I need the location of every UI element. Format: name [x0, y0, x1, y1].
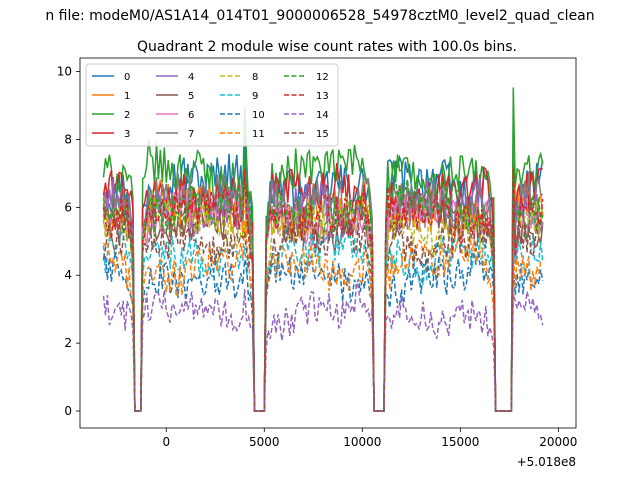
series-layer: [102, 87, 544, 412]
series-line-8: [102, 189, 544, 412]
plot-frame: [79, 57, 577, 429]
legend-label-0: 0: [124, 72, 130, 83]
legend-label-2: 2: [124, 110, 130, 121]
chart-title: Quadrant 2 module wise count rates with …: [137, 39, 517, 55]
legend-label-13: 13: [316, 91, 329, 102]
series-line-10: [102, 249, 544, 412]
y-tick-label: 0: [64, 404, 72, 418]
x-tick-label: 5000: [249, 435, 280, 449]
y-tick-label: 8: [64, 132, 72, 146]
legend-label-8: 8: [252, 72, 258, 83]
legend-label-3: 3: [124, 129, 130, 140]
series-line-15: [102, 197, 543, 412]
series-line-11: [102, 220, 543, 412]
x-tick-label: 10000: [343, 435, 381, 449]
x-tick-label: 15000: [441, 435, 479, 449]
legend-label-12: 12: [316, 72, 329, 83]
series-line-13: [102, 169, 544, 412]
legend-label-6: 6: [188, 110, 194, 121]
legend-label-1: 1: [124, 91, 130, 102]
y-tick-label: 10: [57, 65, 72, 79]
x-tick-label: 20000: [539, 435, 577, 449]
x-offset-label: +5.018e8: [517, 455, 576, 469]
x-axis: 0 5000 10000 15000 20000: [162, 428, 577, 449]
chart-suptitle: n file: modeM0/AS1A14_014T01_9000006528_…: [45, 8, 594, 24]
legend-label-4: 4: [188, 72, 194, 83]
legend-label-9: 9: [252, 91, 258, 102]
legend-label-11: 11: [252, 129, 265, 140]
legend-label-10: 10: [252, 110, 265, 121]
y-tick-label: 6: [64, 200, 72, 214]
y-tick-label: 4: [64, 268, 72, 282]
x-tick-label: 0: [162, 435, 170, 449]
legend-label-14: 14: [316, 110, 329, 121]
legend-label-5: 5: [188, 91, 194, 102]
y-tick-label: 2: [64, 336, 72, 350]
legend-box: [85, 63, 339, 147]
legend-label-15: 15: [316, 129, 329, 140]
series-line-14: [102, 282, 544, 412]
y-axis: 0 2 4 6 8 10: [57, 65, 80, 418]
legend-label-7: 7: [188, 129, 194, 140]
